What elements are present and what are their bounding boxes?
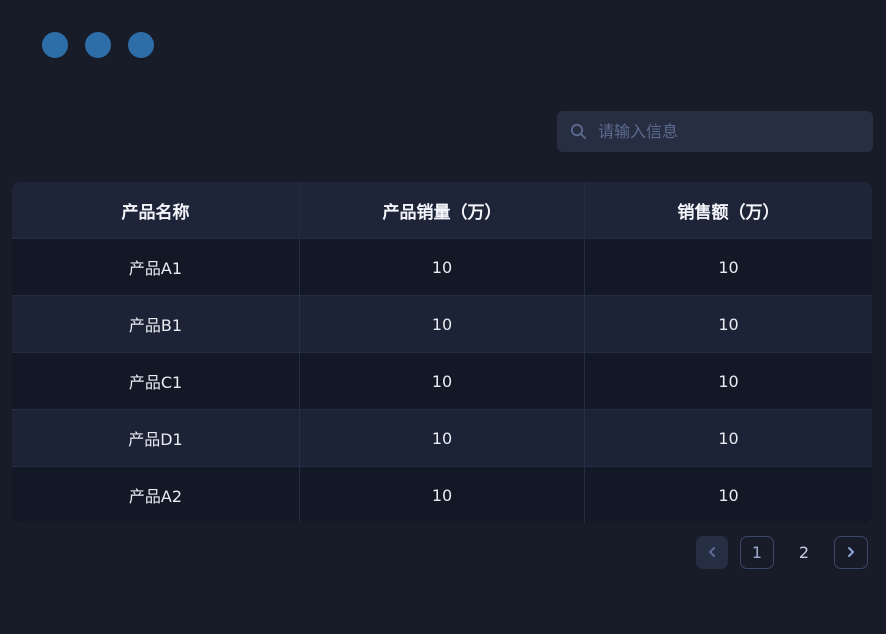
cell-sales-amount: 10 — [718, 428, 739, 448]
cell-sales-amount: 10 — [718, 314, 739, 334]
cell-sales-amount: 10 — [718, 371, 739, 391]
search-icon — [570, 123, 587, 140]
table-header-product-sales: 产品销量（万） — [300, 182, 585, 238]
cell-product-sales: 10 — [300, 239, 585, 295]
table-row: 产品C1 10 10 — [12, 352, 872, 409]
pagination: 1 2 — [696, 535, 868, 569]
product-table: 产品名称 产品销量（万） 销售额（万） 产品A1 10 10 产品B1 10 1… — [12, 182, 872, 523]
cell-product-sales: 10 — [300, 467, 585, 523]
search-input[interactable] — [596, 121, 860, 142]
table-row: 产品A2 10 10 — [12, 466, 872, 523]
cell-product-name: 产品A2 — [12, 467, 300, 523]
table-header-row: 产品名称 产品销量（万） 销售额（万） — [12, 182, 872, 238]
window-dot-2[interactable] — [85, 32, 111, 58]
chevron-left-icon — [709, 547, 715, 557]
cell-sales-amount: 10 — [718, 485, 739, 505]
chevron-right-icon — [848, 547, 854, 557]
cell-product-name: 产品D1 — [12, 410, 300, 466]
next-page-button[interactable] — [834, 535, 868, 569]
table-header-product-name: 产品名称 — [12, 182, 300, 238]
table-row: 产品D1 10 10 — [12, 409, 872, 466]
table-body: 产品A1 10 10 产品B1 10 10 产品C1 10 10 产品D1 10… — [12, 238, 872, 523]
cell-product-sales: 10 — [300, 353, 585, 409]
page-button-1[interactable]: 1 — [740, 535, 774, 569]
cell-product-name: 产品A1 — [12, 239, 300, 295]
search-box[interactable] — [557, 111, 873, 152]
window-controls — [42, 32, 154, 58]
page-button-2[interactable]: 2 — [786, 536, 822, 569]
table-row: 产品B1 10 10 — [12, 295, 872, 352]
cell-product-name: 产品B1 — [12, 296, 300, 352]
table-row: 产品A1 10 10 — [12, 238, 872, 295]
cell-product-sales: 10 — [300, 296, 585, 352]
window-dot-1[interactable] — [42, 32, 68, 58]
cell-product-sales: 10 — [300, 410, 585, 466]
prev-page-button[interactable] — [696, 535, 728, 569]
cell-product-name: 产品C1 — [12, 353, 300, 409]
table-header-sales-amount: 销售额（万） — [677, 202, 780, 223]
cell-sales-amount: 10 — [718, 257, 739, 277]
window-dot-3[interactable] — [128, 32, 154, 58]
